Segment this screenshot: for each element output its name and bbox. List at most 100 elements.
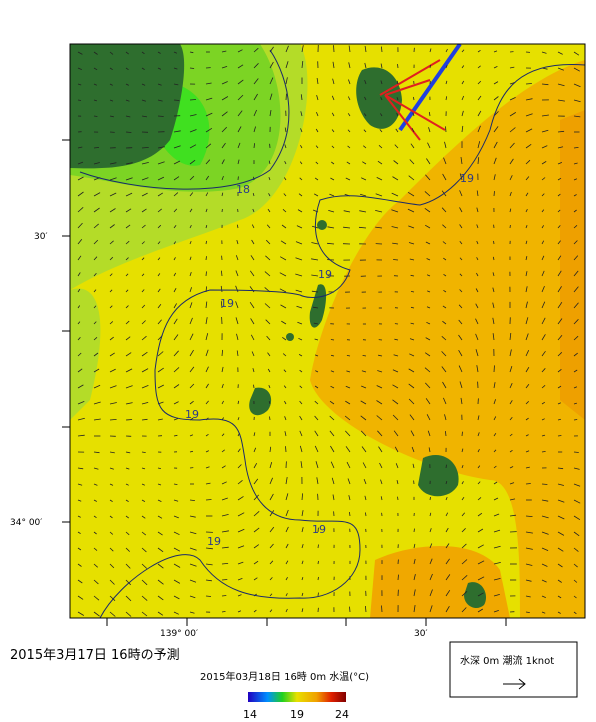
current-arrow bbox=[77, 515, 81, 518]
current-arrow bbox=[314, 338, 319, 341]
current-arrow bbox=[573, 194, 577, 197]
current-arrow bbox=[189, 302, 193, 309]
axis-ticks bbox=[62, 139, 507, 626]
current-arrow bbox=[411, 127, 415, 133]
current-arrow bbox=[380, 63, 383, 69]
current-arrow bbox=[251, 351, 255, 357]
current-arrow bbox=[441, 351, 447, 357]
current-arrow bbox=[393, 259, 399, 261]
current-arrow bbox=[189, 333, 194, 341]
current-arrow bbox=[221, 66, 228, 69]
current-arrow bbox=[77, 51, 83, 55]
current-arrow bbox=[477, 95, 482, 101]
current-arrow bbox=[376, 177, 383, 181]
current-arrow bbox=[493, 81, 499, 85]
current-arrow bbox=[459, 207, 463, 213]
sea-orange bbox=[310, 60, 585, 618]
current-arrow bbox=[189, 579, 197, 583]
current-arrow bbox=[141, 467, 146, 470]
current-arrow bbox=[331, 95, 335, 101]
current-arrow bbox=[344, 415, 351, 421]
current-arrow bbox=[125, 595, 132, 602]
current-arrow bbox=[475, 318, 479, 325]
current-arrow bbox=[557, 418, 562, 421]
current-arrow bbox=[443, 157, 447, 165]
current-arrow bbox=[541, 83, 549, 86]
current-arrow bbox=[250, 334, 255, 341]
current-arrow bbox=[397, 64, 399, 69]
current-arrow bbox=[220, 285, 223, 293]
current-arrow bbox=[315, 145, 319, 149]
current-arrow bbox=[541, 161, 547, 165]
current-arrow bbox=[77, 401, 85, 405]
current-arrow bbox=[330, 370, 335, 373]
current-arrow bbox=[157, 257, 161, 261]
current-arrow bbox=[412, 463, 415, 469]
current-arrow bbox=[157, 224, 162, 229]
current-arrow bbox=[541, 301, 546, 309]
current-arrow bbox=[237, 126, 242, 133]
current-arrow bbox=[250, 255, 255, 261]
current-arrow bbox=[125, 257, 129, 261]
current-arrow bbox=[333, 45, 335, 53]
current-arrow bbox=[77, 483, 83, 486]
current-arrow bbox=[525, 83, 532, 85]
current-arrow bbox=[205, 82, 212, 85]
current-arrow bbox=[237, 561, 244, 565]
current-arrow bbox=[93, 51, 98, 55]
current-arrow bbox=[268, 177, 271, 181]
current-arrow bbox=[253, 126, 256, 133]
current-arrow bbox=[157, 579, 164, 585]
current-arrow bbox=[525, 271, 528, 277]
current-arrow bbox=[253, 47, 259, 53]
current-arrow bbox=[253, 544, 260, 549]
current-arrow bbox=[493, 578, 501, 581]
current-arrow bbox=[125, 611, 132, 617]
current-arrow bbox=[461, 65, 465, 69]
current-arrow bbox=[413, 528, 415, 533]
current-arrow bbox=[557, 177, 562, 181]
current-arrow bbox=[109, 352, 115, 357]
current-arrow bbox=[445, 574, 451, 581]
sea-warm-green bbox=[70, 288, 101, 420]
current-arrow bbox=[205, 563, 213, 566]
current-arrow bbox=[300, 94, 303, 101]
current-arrow bbox=[459, 289, 463, 293]
current-arrow bbox=[347, 145, 351, 149]
current-arrow bbox=[189, 144, 197, 149]
current-arrow bbox=[221, 96, 229, 101]
current-arrow bbox=[429, 558, 433, 565]
current-arrow bbox=[393, 160, 399, 165]
current-arrow bbox=[573, 51, 580, 56]
current-arrow bbox=[426, 306, 431, 309]
current-arrow bbox=[408, 242, 415, 245]
current-arrow bbox=[77, 337, 81, 341]
current-arrow bbox=[396, 113, 399, 117]
current-arrow bbox=[157, 499, 162, 502]
current-arrow bbox=[189, 159, 196, 165]
current-arrow bbox=[557, 270, 562, 277]
current-arrow bbox=[221, 192, 224, 197]
current-arrow bbox=[281, 224, 287, 229]
current-arrow bbox=[424, 352, 431, 357]
current-arrow bbox=[77, 417, 85, 421]
current-arrow bbox=[173, 303, 177, 309]
current-arrow bbox=[235, 285, 239, 293]
current-arrow bbox=[173, 384, 180, 389]
current-arrow bbox=[378, 145, 383, 149]
current-arrow bbox=[330, 445, 335, 453]
current-arrow bbox=[93, 337, 98, 341]
current-arrow bbox=[221, 530, 229, 533]
current-arrow bbox=[125, 385, 133, 389]
current-arrow bbox=[445, 605, 450, 613]
current-arrow bbox=[157, 176, 165, 181]
current-arrow bbox=[316, 77, 319, 85]
current-arrow bbox=[332, 61, 335, 69]
current-arrow bbox=[189, 515, 196, 518]
current-arrow bbox=[300, 461, 303, 469]
current-arrow bbox=[125, 320, 130, 325]
current-arrow bbox=[189, 400, 194, 405]
current-arrow bbox=[315, 128, 319, 133]
current-arrow bbox=[541, 368, 546, 373]
current-arrow bbox=[77, 595, 84, 600]
